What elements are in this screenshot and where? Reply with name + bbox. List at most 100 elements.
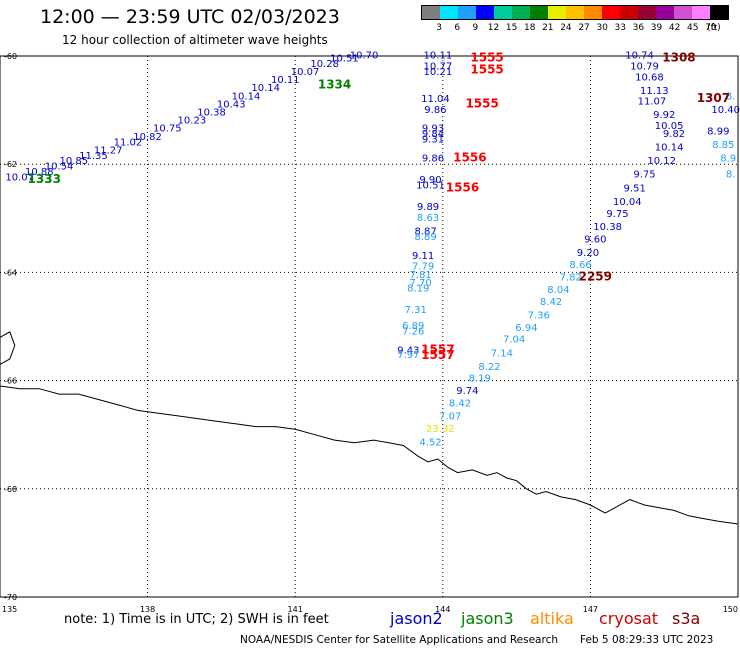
pass-time-label: 1556 bbox=[453, 150, 486, 164]
wave-height-value: 9.31 bbox=[422, 135, 444, 146]
legend-swatch bbox=[494, 6, 512, 19]
wave-height-value: 10.07 bbox=[291, 67, 320, 78]
wave-height-value: 10.51 bbox=[330, 53, 359, 64]
lon-tick-label: 141 bbox=[288, 605, 303, 614]
lon-tick-label: 138 bbox=[140, 605, 155, 614]
wave-height-value: 11.07 bbox=[638, 97, 667, 108]
lon-tick-label: 144 bbox=[435, 605, 450, 614]
sat-label-jason2: jason2 bbox=[390, 609, 443, 628]
wave-height-value: 10.38 bbox=[197, 108, 226, 119]
sat-label-altika: altika bbox=[530, 609, 574, 628]
wave-height-value: 10.21 bbox=[424, 67, 453, 78]
sat-label-cryosat: cryosat bbox=[599, 609, 659, 628]
color-legend: 3 6 9 12 15 18 21 24 27 30 33 36 39 42 45 70 (ft) bbox=[421, 5, 729, 35]
wave-height-value: 11.02 bbox=[114, 137, 143, 148]
legend-swatch bbox=[548, 6, 566, 19]
legend-swatch bbox=[566, 6, 584, 19]
sat-label-s3a: s3a bbox=[672, 609, 701, 628]
wave-height-value: 10.70 bbox=[350, 51, 379, 62]
wave-height-value: 9.51 bbox=[624, 183, 646, 194]
map-frame bbox=[0, 55, 739, 598]
wave-height-value: 11.13 bbox=[640, 86, 669, 97]
wave-height-value: 8. bbox=[726, 170, 736, 181]
legend-tick-label: 36 bbox=[632, 23, 645, 33]
wave-height-value: 7.79 bbox=[412, 262, 434, 273]
wave-height-value: 6.89 bbox=[402, 321, 424, 332]
wave-height-value: 8.63 bbox=[417, 213, 439, 224]
legend-tick-label: 18 bbox=[523, 23, 536, 33]
pass-time-label: 1334 bbox=[318, 77, 351, 91]
wave-height-value: 9.93 bbox=[422, 124, 444, 135]
wave-height-value: 8.85 bbox=[712, 140, 734, 151]
pass-time-label: 1556 bbox=[446, 180, 479, 194]
legend-tick-label: 15 bbox=[505, 23, 518, 33]
legend-swatch bbox=[458, 6, 476, 19]
bottom-note: note: 1) Time is in UTC; 2) SWH is in fe… bbox=[64, 612, 329, 627]
wave-height-value: 7.31 bbox=[405, 305, 427, 316]
wave-height-value: 9.75 bbox=[606, 209, 628, 220]
legend-swatch bbox=[422, 6, 440, 19]
wave-height-value: 8.9 bbox=[720, 153, 736, 164]
pass-time-label: 1557 bbox=[421, 348, 454, 362]
pass-time-label: 1555 bbox=[465, 96, 498, 110]
wave-height-value: 8.89 bbox=[414, 232, 436, 243]
wave-height-value: 8.87 bbox=[414, 227, 436, 238]
legend-tick-label: 9 bbox=[472, 23, 479, 33]
wave-height-value: 7.07 bbox=[439, 412, 461, 423]
wave-height-value: 9.86 bbox=[424, 105, 446, 116]
legend-swatch bbox=[476, 6, 494, 19]
legend-swatch bbox=[692, 6, 710, 19]
coastline-segment bbox=[0, 331, 16, 365]
wave-height-value: 9.11 bbox=[412, 251, 434, 262]
legend-unit-label: (ft) bbox=[707, 23, 721, 33]
coastline bbox=[0, 385, 739, 525]
wave-height-value: 10.11 bbox=[424, 51, 453, 62]
legend-tick-label: 30 bbox=[596, 23, 608, 33]
legend-swatch bbox=[584, 6, 602, 19]
wave-height-value: 10.12 bbox=[647, 156, 676, 167]
legend-swatch bbox=[512, 6, 530, 19]
legend-swatch bbox=[674, 6, 692, 19]
wave-height-value: 9.74 bbox=[456, 386, 478, 397]
wave-height-value: 8.66 bbox=[569, 260, 591, 271]
legend-tick-label: 21 bbox=[542, 23, 554, 33]
legend-swatch bbox=[440, 6, 458, 19]
wave-height-value: 10.77 bbox=[424, 62, 453, 73]
wave-height-value: 10.54 bbox=[45, 162, 74, 173]
legend-tick-label: 3 bbox=[436, 23, 442, 33]
wave-height-value: 10.07 bbox=[5, 172, 34, 183]
wave-height-value: 11.04 bbox=[421, 94, 450, 105]
legend-swatch bbox=[530, 6, 548, 19]
wave-height-value: 9.86 bbox=[422, 153, 444, 164]
wave-height-value: 10.79 bbox=[630, 62, 659, 73]
wave-height-value: 8.42 bbox=[540, 297, 562, 308]
wave-height-value: 6.94 bbox=[515, 323, 537, 334]
legend-color-bar bbox=[421, 5, 729, 20]
footer-credit: NOAA/NESDIS Center for Satellite Applica… bbox=[240, 634, 558, 646]
wave-height-value: 10.88 bbox=[25, 167, 54, 178]
pass-time-label: 1333 bbox=[28, 172, 61, 186]
legend-swatch bbox=[656, 6, 674, 19]
wave-height-value: 10.05 bbox=[655, 121, 684, 132]
lat-tick-label: -66 bbox=[4, 377, 17, 386]
wave-height-value: 11.27 bbox=[94, 145, 123, 156]
lat-tick-label: -60 bbox=[4, 52, 17, 61]
pass-time-label: 1308 bbox=[662, 50, 695, 64]
legend-tick-label: 27 bbox=[578, 23, 590, 33]
lat-tick-label: -62 bbox=[4, 160, 17, 169]
wave-height-value: 10.04 bbox=[613, 197, 642, 208]
wave-height-value: 7.26 bbox=[402, 327, 424, 338]
lat-tick-label: -70 bbox=[4, 593, 17, 602]
wave-height-value: 10.51 bbox=[416, 181, 445, 192]
wave-height-value: 4.52 bbox=[419, 438, 441, 449]
wave-height-value: 11.35 bbox=[79, 151, 108, 162]
wave-height-value: 10.28 bbox=[310, 59, 339, 70]
wave-height-value: 9.20 bbox=[577, 248, 599, 259]
wave-height-value: 8.99 bbox=[707, 126, 729, 137]
wave-height-value: 9.84 bbox=[422, 129, 444, 140]
lat-tick-label: -68 bbox=[4, 485, 17, 494]
wave-height-value: 10.14 bbox=[251, 83, 280, 94]
lon-tick-label: 147 bbox=[583, 605, 598, 614]
legend-tick-label: 45 bbox=[687, 23, 699, 33]
wave-height-value: 10.38 bbox=[593, 222, 622, 233]
